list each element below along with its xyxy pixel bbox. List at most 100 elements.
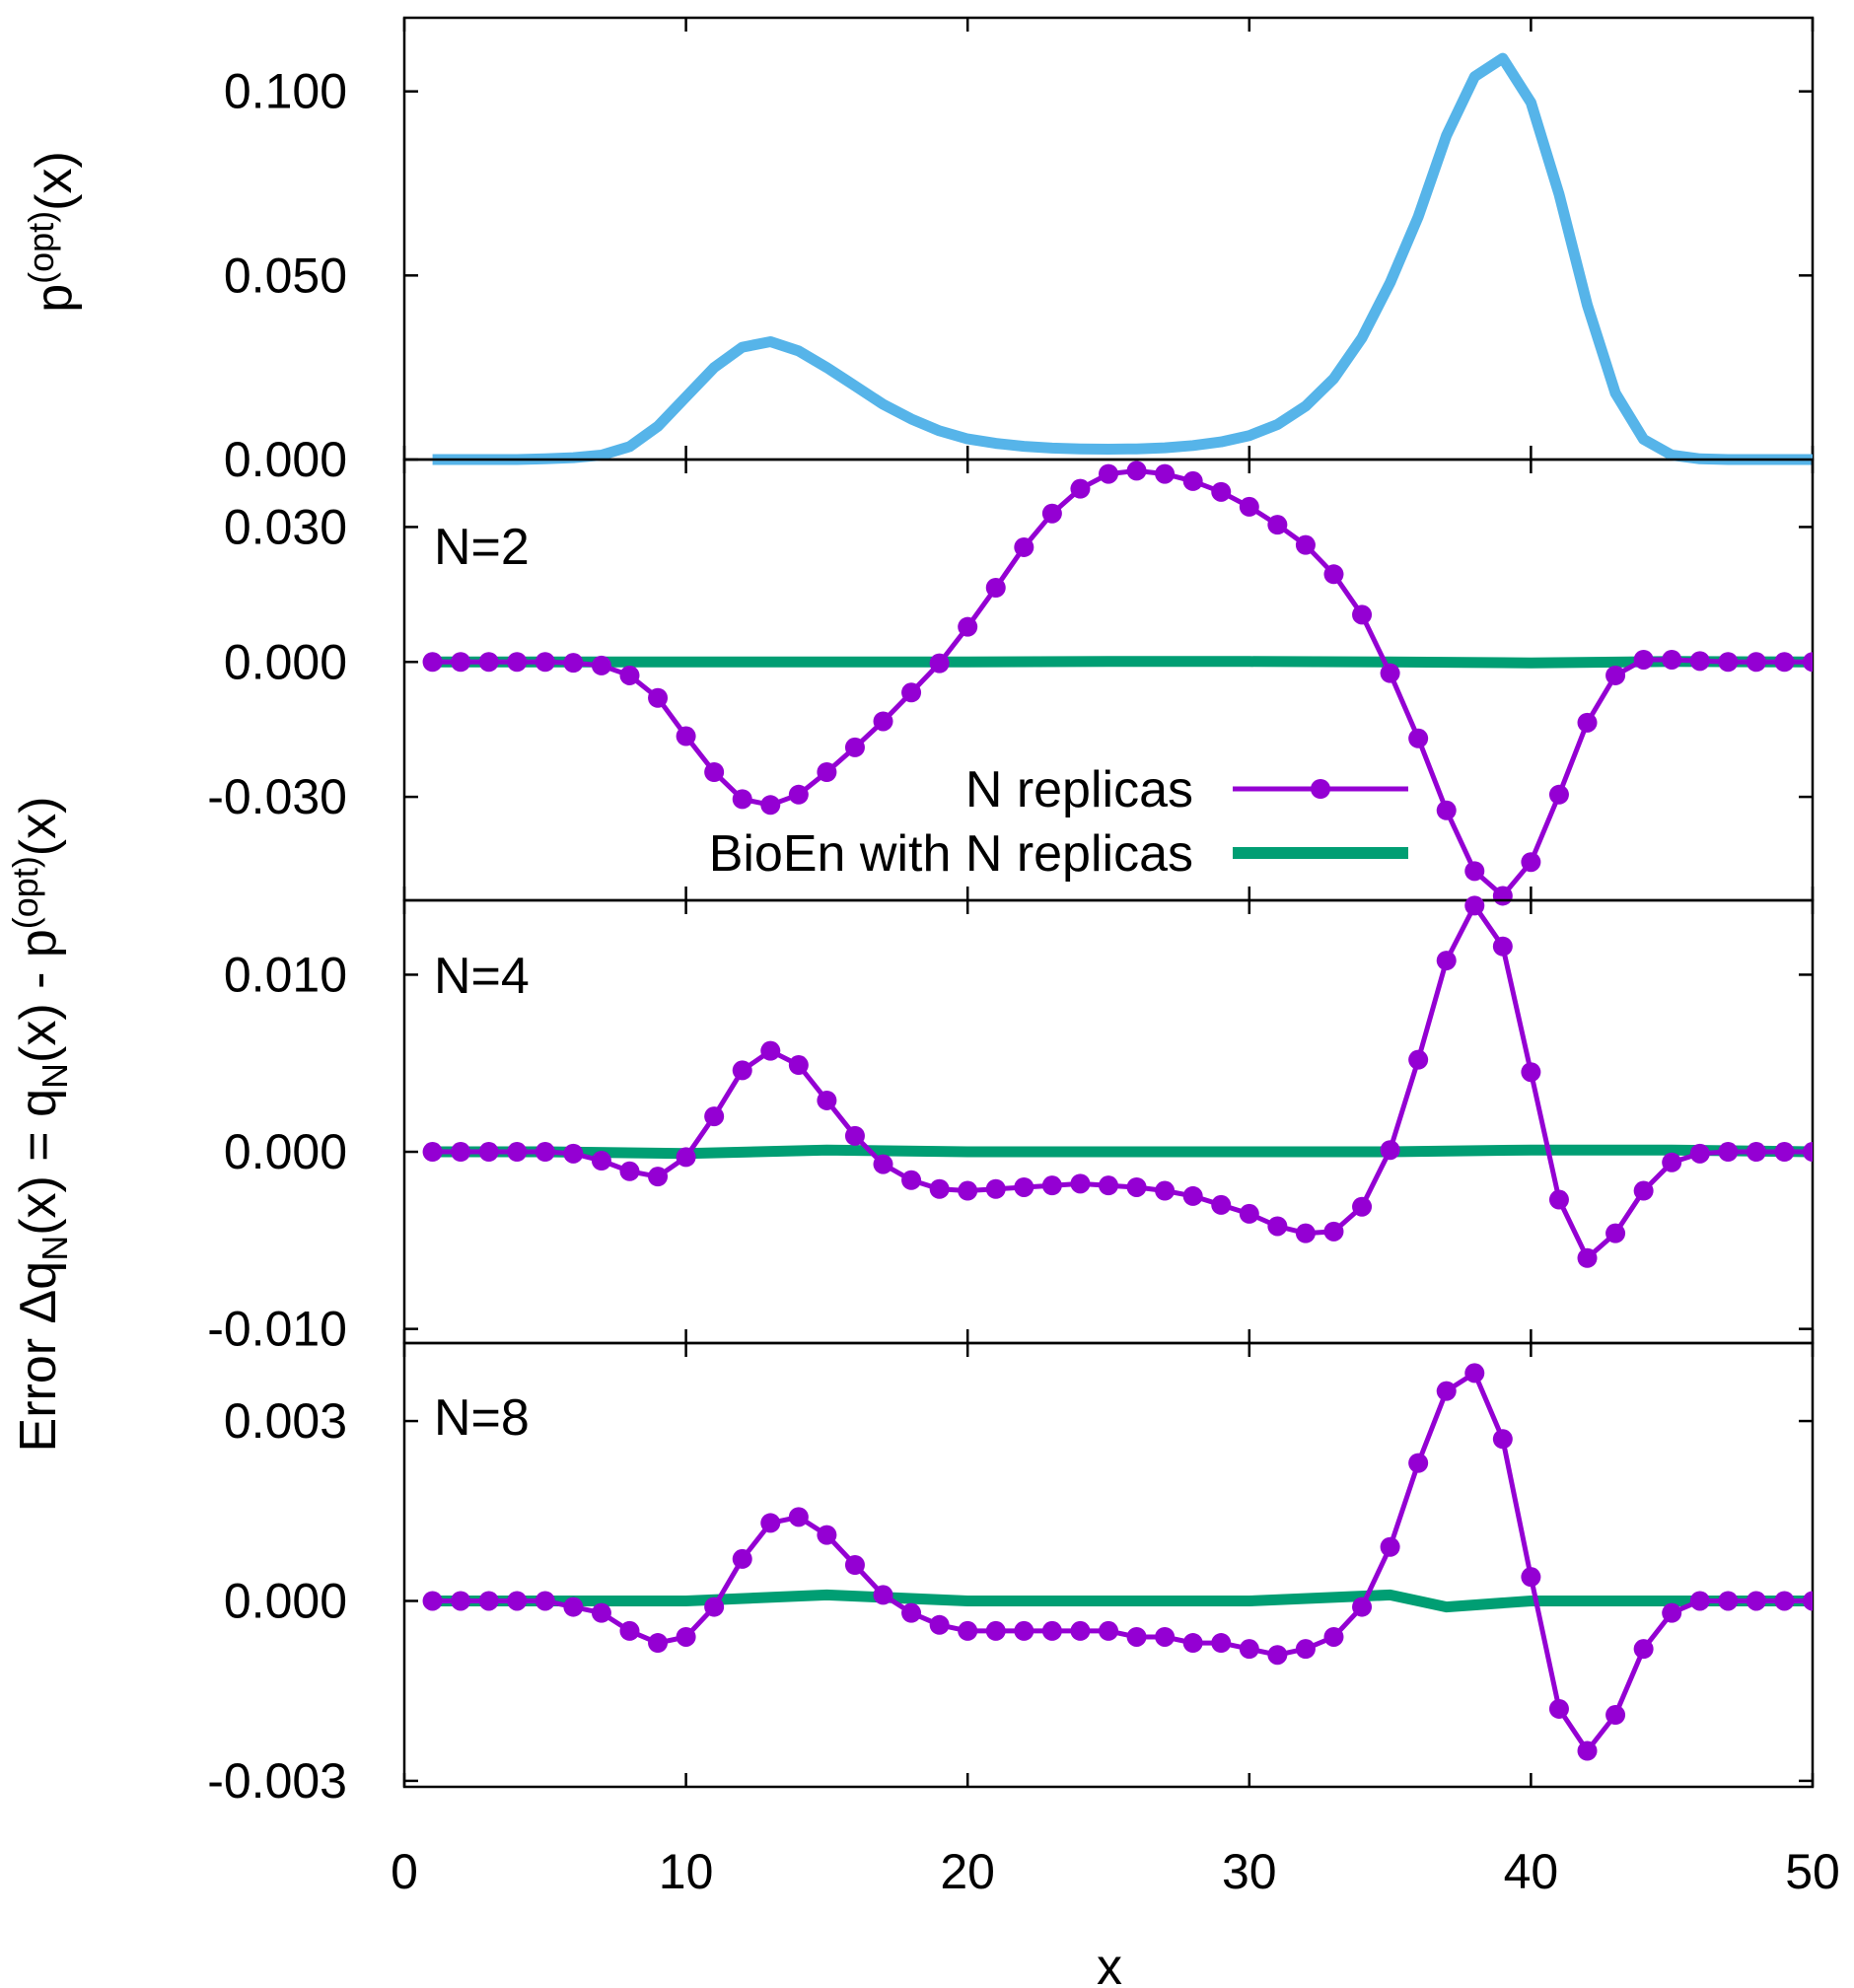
data-point bbox=[788, 784, 809, 805]
y-axis-label-part: Error bbox=[10, 1323, 67, 1452]
panel-frame bbox=[402, 898, 1815, 1345]
panel-label-n2: N=2 bbox=[434, 519, 530, 576]
data-point bbox=[1182, 1185, 1203, 1206]
data-point bbox=[844, 737, 865, 757]
series-line-bioen bbox=[432, 1589, 1813, 1613]
panel-popt: 0.000 0.050 0.100 bbox=[224, 16, 1815, 487]
x-tick-label: 0 bbox=[391, 1844, 418, 1899]
data-point bbox=[901, 1170, 922, 1190]
data-point bbox=[507, 652, 528, 673]
data-point bbox=[1689, 1591, 1710, 1611]
data-point bbox=[1662, 649, 1682, 670]
data-point bbox=[1126, 1176, 1147, 1197]
panel-frame bbox=[402, 1341, 1815, 1789]
data-point bbox=[648, 687, 669, 708]
series-line-bioen bbox=[432, 1144, 1813, 1160]
data-point bbox=[1041, 503, 1062, 524]
data-point bbox=[817, 1090, 837, 1110]
legend-label-bioen: BioEn with N replicas bbox=[709, 825, 1193, 883]
data-point bbox=[1746, 1591, 1766, 1611]
data-point bbox=[788, 1055, 809, 1076]
data-point bbox=[1099, 1175, 1118, 1196]
data-point bbox=[1239, 1203, 1259, 1224]
data-point bbox=[958, 1180, 978, 1201]
data-point bbox=[1492, 936, 1513, 957]
data-point bbox=[619, 1620, 640, 1641]
data-point bbox=[1492, 1429, 1513, 1450]
series-line-replicas bbox=[432, 1370, 1813, 1753]
y-tick-label: 0.000 bbox=[224, 634, 347, 689]
data-point bbox=[1239, 496, 1259, 517]
data-point bbox=[1099, 1620, 1118, 1641]
data-point bbox=[732, 789, 752, 810]
data-point bbox=[619, 1161, 640, 1181]
data-point bbox=[985, 1178, 1006, 1199]
y-tick-label: 0.003 bbox=[224, 1393, 347, 1449]
data-point bbox=[591, 1602, 611, 1623]
data-point bbox=[1014, 536, 1034, 557]
data-point bbox=[1464, 861, 1485, 882]
data-point bbox=[1548, 1698, 1569, 1719]
y-axis-label-sup: (opt) bbox=[21, 211, 61, 284]
panel-n4: -0.010 0.000 0.010 bbox=[207, 895, 1815, 1357]
data-point bbox=[676, 726, 696, 746]
data-point bbox=[1323, 1626, 1344, 1647]
data-point bbox=[478, 652, 499, 673]
data-point bbox=[1267, 515, 1288, 535]
y-axis-label-part: (x) bbox=[26, 151, 83, 211]
data-point bbox=[1436, 951, 1457, 971]
data-point bbox=[1155, 463, 1176, 484]
y-tick-label: 0.000 bbox=[224, 432, 347, 487]
data-point bbox=[929, 1178, 950, 1199]
data-point bbox=[1577, 1247, 1598, 1268]
data-point bbox=[844, 1555, 865, 1575]
y-axis-label-sub: N bbox=[35, 1236, 75, 1261]
y-axis-label-error: Error ΔqN(x) = qN(x) - p(opt)(x) bbox=[5, 797, 75, 1453]
data-point bbox=[1548, 1189, 1569, 1210]
data-point bbox=[1408, 1049, 1429, 1070]
data-point bbox=[563, 1143, 584, 1164]
data-point bbox=[1633, 1639, 1654, 1660]
data-point bbox=[1718, 1591, 1739, 1611]
data-point bbox=[704, 1106, 725, 1127]
data-point bbox=[478, 1142, 499, 1163]
data-point bbox=[1295, 1639, 1316, 1660]
data-point bbox=[1774, 652, 1795, 673]
data-point bbox=[1352, 1196, 1373, 1217]
data-point bbox=[817, 762, 837, 783]
data-point bbox=[1070, 1173, 1091, 1194]
data-point bbox=[1155, 1180, 1176, 1201]
data-point bbox=[1352, 604, 1373, 625]
data-point bbox=[1126, 1626, 1147, 1647]
series-group bbox=[432, 52, 1813, 465]
data-point bbox=[619, 665, 640, 685]
data-point bbox=[760, 1513, 781, 1533]
data-point bbox=[648, 1167, 669, 1187]
data-point bbox=[422, 1142, 443, 1163]
data-point bbox=[704, 1597, 725, 1617]
series-line-bioen bbox=[432, 656, 1813, 669]
panel-n8: -0.003 0.000 0.003 bbox=[207, 1341, 1815, 1809]
y-axis-label-part: (x) - p bbox=[10, 929, 67, 1063]
data-point bbox=[732, 1548, 752, 1569]
data-point bbox=[422, 1591, 443, 1611]
legend-swatch-replicas-marker bbox=[1311, 779, 1330, 799]
data-point bbox=[1521, 1567, 1541, 1588]
data-point bbox=[1155, 1626, 1176, 1647]
panel-label-n4: N=4 bbox=[434, 948, 530, 1005]
data-point bbox=[1182, 470, 1203, 491]
data-point bbox=[985, 577, 1006, 598]
data-point bbox=[1380, 1140, 1400, 1161]
data-point bbox=[704, 762, 725, 783]
data-point bbox=[1267, 1645, 1288, 1666]
panel-frame bbox=[402, 16, 1815, 462]
y-axis-label-popt: p(opt)(x) bbox=[21, 151, 83, 313]
data-point bbox=[1774, 1142, 1795, 1163]
data-point bbox=[1492, 886, 1513, 906]
data-point bbox=[1803, 652, 1813, 673]
data-point bbox=[873, 711, 893, 732]
y-axis-label-part: (x) bbox=[10, 797, 67, 857]
data-point bbox=[591, 1151, 611, 1172]
y-tick-label: 0.010 bbox=[224, 947, 347, 1002]
